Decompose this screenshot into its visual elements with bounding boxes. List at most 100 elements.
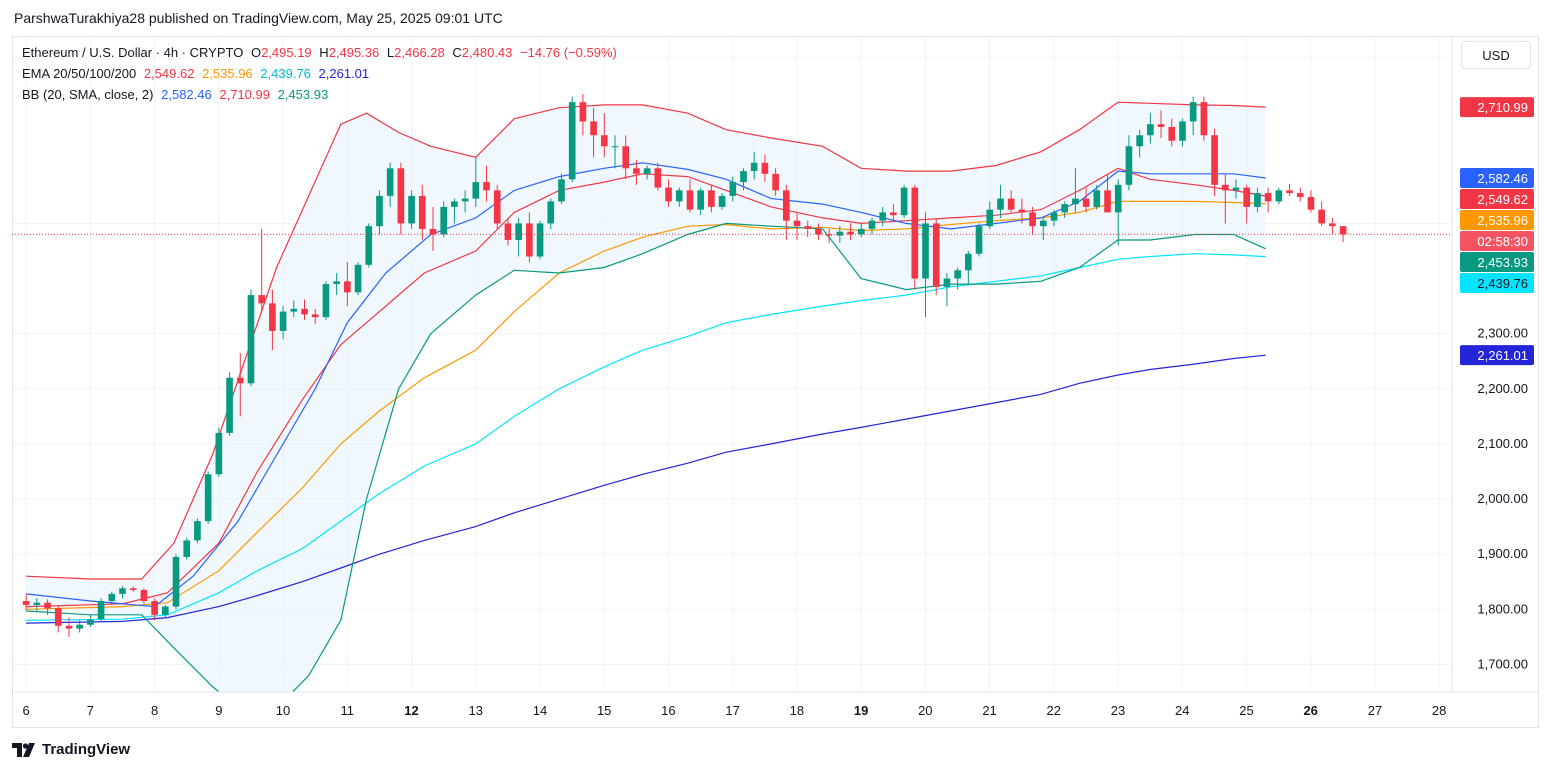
candle-body (376, 195, 383, 227)
x-tick-label: 13 (468, 703, 482, 718)
candle (386, 162, 394, 207)
candle-body (311, 314, 319, 318)
candle (472, 157, 480, 207)
candle-body (215, 432, 223, 475)
tradingview-logo-icon (12, 742, 35, 757)
candle-body (611, 146, 619, 148)
candle-body (900, 187, 908, 216)
candle-body (1254, 193, 1261, 207)
candle (558, 173, 565, 205)
candle (740, 168, 747, 191)
x-tick-label: 24 (1175, 703, 1189, 718)
candle (290, 300, 298, 318)
currency-button[interactable]: USD (1461, 41, 1531, 69)
candle-body (847, 231, 854, 235)
bb-basis-value: 2,582.46 (161, 87, 212, 102)
legend-ema-row[interactable]: EMA 20/50/100/200 2,549.62 2,535.96 2,43… (22, 66, 373, 81)
candle (1211, 128, 1218, 196)
series-line-ema-50 (26, 200, 1266, 610)
candles (22, 93, 1347, 637)
candle-body (258, 295, 266, 304)
candle (547, 198, 555, 229)
candle (1339, 226, 1347, 243)
legend-bb-row[interactable]: BB (20, SMA, close, 2) 2,582.46 2,710.99… (22, 87, 332, 102)
candle (975, 223, 983, 257)
candle-body (162, 606, 169, 615)
x-tick-label: 21 (982, 703, 996, 718)
candle (1264, 187, 1272, 213)
candle (172, 554, 180, 610)
x-tick-label: 11 (341, 703, 355, 718)
candle (1007, 190, 1015, 213)
price-tag: 2,439.76 (1460, 272, 1534, 293)
candle (1286, 183, 1293, 196)
price-tag: 02:58:30 (1460, 230, 1534, 251)
price-tag-label: 2,549.62 (1477, 192, 1528, 207)
candle (22, 593, 30, 611)
series-line-bb-lower (26, 222, 1266, 692)
ema20-value: 2,549.62 (143, 66, 195, 81)
candle-body (418, 195, 426, 229)
x-axis: 6 7 8 9 10 11 12 13 14 15 16 17 18 19 20 21 22 23 24 25 26 27… (12, 691, 1539, 718)
candle-body (600, 135, 608, 147)
candle (87, 614, 94, 627)
candle (418, 184, 426, 240)
candle-body (397, 168, 405, 224)
candle (1275, 187, 1283, 205)
high-value: 2,495.36 (328, 45, 380, 60)
candle-body (558, 179, 565, 202)
x-tick-label: 25 (1239, 703, 1253, 718)
candle (986, 201, 994, 229)
candle-body (1007, 198, 1015, 210)
x-tick-label: 23 (1111, 703, 1125, 718)
candle (857, 223, 865, 238)
candle-body (536, 223, 544, 257)
high-label: H (319, 45, 329, 60)
candle-body (665, 187, 672, 202)
candle (868, 217, 876, 235)
candle-body (365, 226, 373, 265)
candle-body (33, 602, 41, 605)
candle (686, 179, 694, 213)
candle-body (301, 308, 308, 315)
candle (1018, 198, 1026, 224)
candle-body (633, 168, 640, 174)
candle-body (1136, 135, 1143, 147)
candle (1082, 187, 1090, 213)
candle-body (1275, 190, 1283, 202)
price-tag-bg (1460, 167, 1534, 188)
bb-upper-value: 2,710.99 (219, 87, 270, 102)
candle-body (1221, 184, 1229, 191)
candle-body (782, 190, 790, 221)
candle-body (804, 226, 812, 229)
candle (879, 206, 886, 227)
price-tag-bg (1460, 272, 1534, 293)
price-tag-bg (1460, 209, 1534, 230)
candle-body (879, 212, 886, 221)
candle (1125, 135, 1133, 191)
candle-body (997, 198, 1004, 210)
y-tick-label: 2,300.00 (1477, 326, 1528, 341)
tradingview-brand[interactable]: TradingView (12, 741, 130, 758)
candle (236, 352, 244, 417)
x-tick-label: 18 (790, 703, 804, 718)
candle-body (183, 540, 191, 557)
y-tick-label: 2,100.00 (1477, 436, 1528, 451)
candle (226, 372, 233, 436)
candle-body (269, 303, 276, 331)
symbol-label[interactable]: Ethereum / U.S. Dollar · 4h · CRYPTO (22, 45, 244, 60)
candle (204, 471, 212, 524)
candle (440, 201, 448, 238)
candle (515, 217, 522, 257)
y-tick-label: 2,000.00 (1477, 491, 1528, 506)
candle-body (1264, 193, 1272, 202)
candle (1072, 168, 1079, 213)
candle-body (590, 121, 597, 136)
candle (750, 151, 758, 180)
candle (761, 154, 769, 183)
candle (697, 187, 704, 216)
candle-body (226, 377, 233, 433)
candle (954, 267, 961, 290)
close-value: 2,480.43 (461, 45, 513, 60)
